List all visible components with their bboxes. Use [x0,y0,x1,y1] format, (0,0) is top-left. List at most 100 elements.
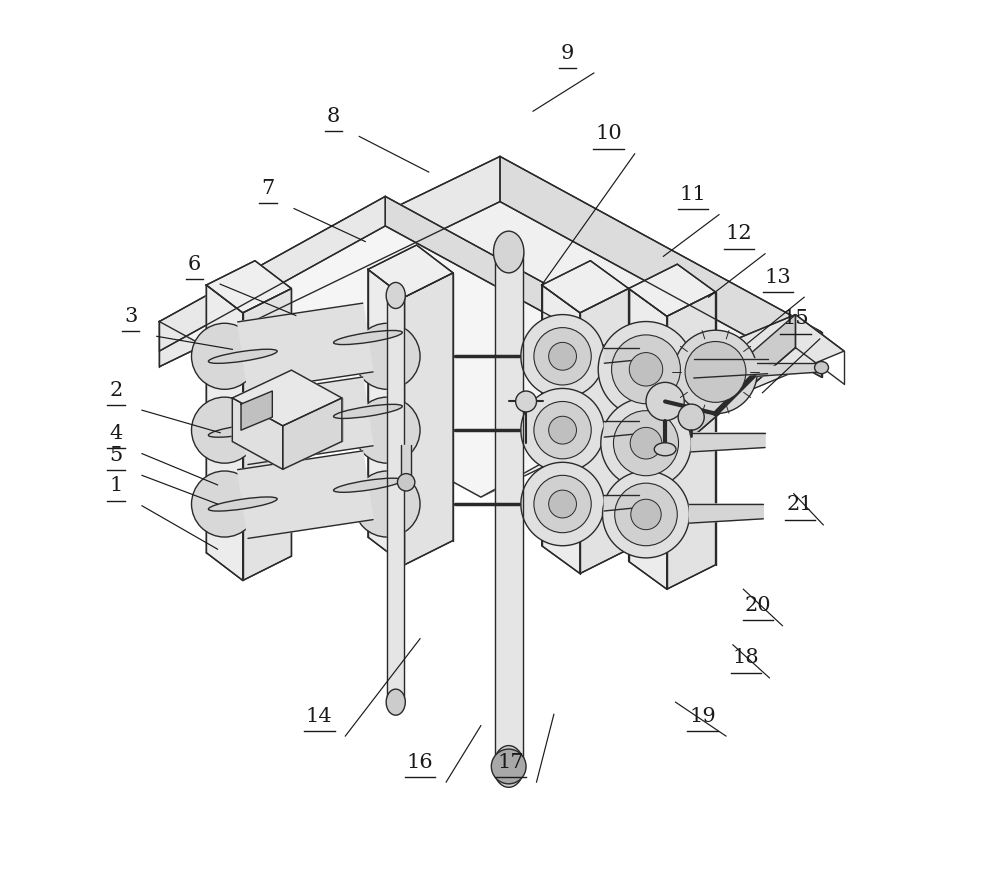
Polygon shape [238,303,373,391]
Polygon shape [670,315,795,456]
Circle shape [521,315,604,398]
Circle shape [534,328,591,385]
Circle shape [192,471,258,537]
Text: 9: 9 [561,43,574,63]
Polygon shape [604,348,639,363]
Circle shape [549,342,576,370]
Polygon shape [159,156,822,497]
Text: 21: 21 [786,495,813,514]
Polygon shape [232,398,283,469]
Polygon shape [232,370,342,426]
Circle shape [538,408,583,453]
Polygon shape [542,285,580,574]
Polygon shape [580,289,629,574]
Polygon shape [159,156,500,367]
Circle shape [516,391,536,412]
Polygon shape [500,156,822,377]
Text: 19: 19 [689,706,716,726]
Polygon shape [622,315,844,423]
Polygon shape [243,289,291,580]
Ellipse shape [815,362,828,374]
Polygon shape [401,445,411,482]
Circle shape [534,401,591,459]
Circle shape [549,416,576,444]
Text: 7: 7 [261,179,275,198]
Text: 3: 3 [124,307,137,326]
Circle shape [354,323,420,389]
Polygon shape [238,451,373,539]
Circle shape [526,395,596,465]
Ellipse shape [493,746,524,787]
Polygon shape [757,363,822,376]
Polygon shape [604,421,639,437]
Text: 18: 18 [733,648,759,667]
Circle shape [646,382,684,421]
Polygon shape [241,391,272,430]
Text: 15: 15 [782,309,809,328]
Polygon shape [689,504,763,523]
Polygon shape [604,495,639,511]
Polygon shape [667,292,716,589]
Circle shape [521,462,604,546]
Text: 12: 12 [726,224,752,243]
Polygon shape [387,295,404,702]
Ellipse shape [493,231,524,273]
Polygon shape [368,245,453,297]
Circle shape [538,334,583,379]
Circle shape [491,749,526,784]
Polygon shape [694,359,768,378]
Text: 2: 2 [109,381,123,400]
Ellipse shape [334,478,402,493]
Ellipse shape [654,443,676,455]
Text: 8: 8 [327,107,340,126]
Text: 10: 10 [595,124,622,143]
Ellipse shape [386,282,405,308]
Text: 17: 17 [497,753,524,772]
Circle shape [397,474,415,491]
Circle shape [192,323,258,389]
Polygon shape [206,261,291,313]
Polygon shape [159,196,707,497]
Ellipse shape [334,404,402,419]
Polygon shape [368,269,404,565]
Polygon shape [159,196,385,351]
Text: 20: 20 [745,596,771,615]
Text: 4: 4 [109,424,123,443]
Circle shape [615,483,677,546]
Text: 11: 11 [680,185,706,204]
Text: 1: 1 [109,476,123,495]
Text: 6: 6 [187,255,201,274]
Circle shape [631,499,661,530]
Ellipse shape [208,423,277,437]
Circle shape [526,469,596,539]
Polygon shape [385,196,707,401]
Circle shape [538,481,583,527]
Circle shape [630,428,662,459]
Circle shape [354,471,420,537]
Circle shape [601,398,691,488]
Circle shape [629,353,663,386]
Polygon shape [495,252,523,766]
Ellipse shape [386,689,405,715]
Text: 14: 14 [306,706,333,726]
Circle shape [521,388,604,472]
Ellipse shape [208,349,277,363]
Circle shape [549,490,576,518]
Polygon shape [542,261,629,313]
Circle shape [613,411,679,475]
Polygon shape [238,377,373,465]
Polygon shape [622,387,670,456]
Circle shape [534,475,591,533]
Circle shape [603,471,689,558]
Circle shape [674,330,757,414]
Ellipse shape [208,497,277,511]
Circle shape [192,397,258,463]
Polygon shape [691,433,765,452]
Polygon shape [629,289,667,589]
Text: 16: 16 [407,753,433,772]
Text: 5: 5 [109,446,123,465]
Circle shape [354,397,420,463]
Ellipse shape [334,330,402,345]
Circle shape [526,322,596,391]
Polygon shape [404,273,453,565]
